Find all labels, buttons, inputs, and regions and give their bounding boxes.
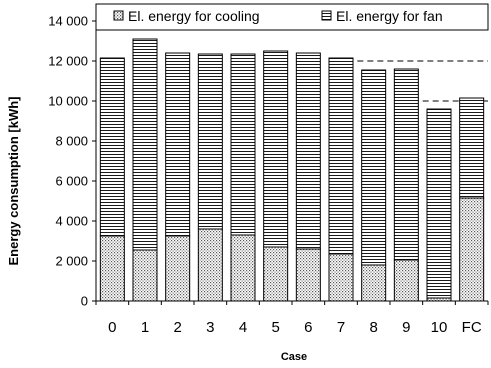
x-tick-label: 10: [431, 319, 448, 336]
y-tick-label: 2 000: [55, 254, 88, 269]
x-axis-title: Case: [281, 351, 307, 363]
legend-swatch-cooling: [113, 10, 124, 21]
y-tick-label: 6 000: [55, 174, 88, 189]
legend: El. energy for cooling El. energy for fa…: [95, 3, 489, 31]
x-tick-label: 3: [206, 319, 214, 336]
legend-frame: [95, 3, 489, 31]
bar-cooling-7: [328, 253, 354, 302]
bar-cooling-9: [393, 259, 419, 302]
bar-fan-7: [328, 57, 354, 255]
bar-fan-5: [263, 50, 289, 248]
bars: [99, 38, 485, 302]
x-tick-label: 6: [304, 319, 312, 336]
x-axis: 0 1 2 3 4 5 6 7 8 9 10 FC: [95, 300, 489, 336]
x-tick-label: 4: [239, 319, 247, 336]
x-tick-label: FC: [462, 319, 482, 336]
legend-item-fan: El. energy for fan: [321, 8, 443, 24]
y-tick-label: 12 000: [48, 54, 88, 69]
bar-fan-2: [165, 52, 191, 237]
bar-fan-4: [230, 53, 256, 236]
bar-fan-1: [132, 38, 158, 251]
bar-fan-6: [295, 52, 321, 250]
x-tick-label: 5: [271, 319, 279, 336]
bar-cooling-0: [99, 235, 125, 302]
y-tick-label: 0: [81, 294, 88, 309]
bar-fan-0: [99, 57, 125, 237]
x-tick-label: 8: [369, 319, 377, 336]
bar-cooling-5: [263, 246, 289, 302]
bar-cooling-1: [132, 249, 158, 302]
y-axis: 0 2 000 4 000 6 000 8 000 10 000 12 000 14 000: [48, 14, 97, 309]
legend-item-cooling: El. energy for cooling: [113, 8, 260, 24]
bar-fan-9: [393, 68, 419, 261]
bar-cooling-FC: [459, 197, 485, 302]
x-tick-label: 1: [141, 319, 149, 336]
bar-cooling-8: [361, 264, 387, 302]
y-tick-label: 10 000: [48, 94, 88, 109]
bar-cooling-6: [295, 248, 321, 302]
legend-label-cooling: El. energy for cooling: [128, 8, 260, 24]
x-tick-label: 0: [108, 319, 116, 336]
x-tick-label: 2: [173, 319, 181, 336]
x-tick-label: 7: [337, 319, 345, 336]
bar-fan-10: [426, 108, 452, 299]
bar-fan-8: [361, 69, 387, 266]
bar-cooling-3: [197, 228, 223, 302]
y-axis-title: Energy consumption [kWh]: [6, 97, 21, 266]
bar-fan-FC: [459, 97, 485, 199]
bar-fan-3: [197, 53, 223, 230]
y-tick-label: 8 000: [55, 134, 88, 149]
y-tick-label: 4 000: [55, 214, 88, 229]
x-tick-label: 9: [402, 319, 410, 336]
legend-swatch-fan: [321, 10, 332, 21]
legend-label-fan: El. energy for fan: [336, 8, 443, 24]
bar-cooling-2: [165, 235, 191, 302]
bar-cooling-4: [230, 234, 256, 302]
y-tick-label: 14 000: [48, 14, 88, 29]
